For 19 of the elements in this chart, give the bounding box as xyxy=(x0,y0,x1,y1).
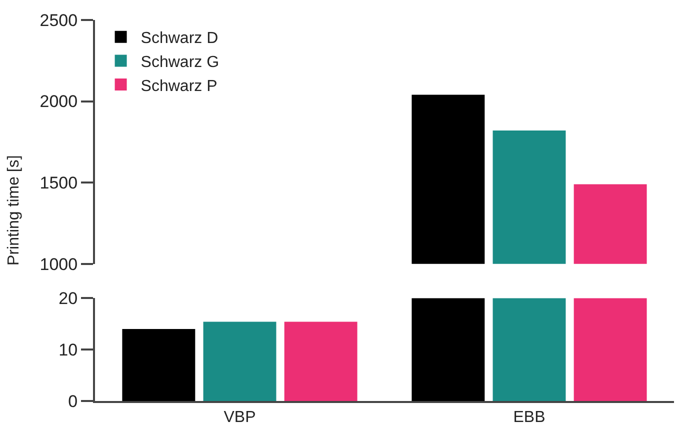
bar xyxy=(122,328,196,401)
legend-label: Schwarz G xyxy=(140,54,220,71)
y-tick-label: 1500 xyxy=(40,174,78,193)
x-tick-label: VBP xyxy=(224,409,256,426)
y-tick-label: 20 xyxy=(58,289,78,308)
legend-label: Schwarz P xyxy=(140,78,218,95)
bar xyxy=(203,322,276,401)
y-axis-title: Printing time [s] xyxy=(5,155,22,266)
y-tick-label: 0 xyxy=(68,392,78,411)
y-tick-label: 1000 xyxy=(40,254,78,274)
legend-label: Schwarz D xyxy=(140,30,218,48)
x-tick-label: EBB xyxy=(513,409,546,426)
bar xyxy=(492,298,566,401)
bar xyxy=(412,298,485,401)
y-tick-label: 2500 xyxy=(40,10,78,30)
bar xyxy=(574,298,647,401)
y-tick-label: 10 xyxy=(58,340,78,360)
y-tick-label: 2000 xyxy=(40,92,78,112)
bar xyxy=(284,322,358,401)
